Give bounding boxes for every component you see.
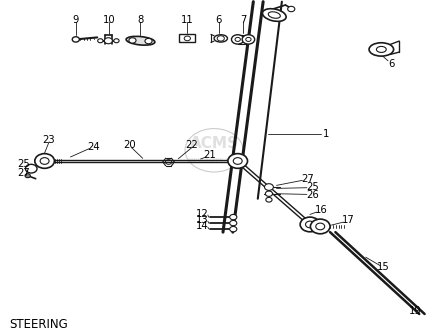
Text: ACMS: ACMS [190, 136, 239, 151]
Ellipse shape [262, 9, 286, 21]
Text: 16: 16 [315, 205, 327, 215]
Text: 21: 21 [203, 150, 216, 160]
Circle shape [300, 217, 320, 232]
Text: 14: 14 [196, 221, 209, 231]
Text: 25: 25 [306, 182, 318, 192]
Circle shape [129, 38, 136, 43]
Text: 7: 7 [240, 15, 246, 25]
Bar [179, 34, 195, 42]
Ellipse shape [126, 36, 155, 45]
Text: 12: 12 [196, 209, 209, 219]
Circle shape [230, 220, 237, 226]
Circle shape [264, 184, 273, 190]
Text: 17: 17 [342, 215, 354, 225]
Circle shape [98, 39, 103, 43]
Text: 23: 23 [43, 135, 55, 145]
Ellipse shape [369, 43, 393, 56]
Circle shape [231, 35, 244, 44]
Text: STEERING: STEERING [9, 318, 68, 331]
Circle shape [25, 164, 37, 173]
Text: 20: 20 [123, 140, 136, 150]
Text: 25: 25 [17, 159, 29, 169]
Circle shape [230, 214, 237, 220]
Circle shape [104, 38, 112, 44]
Circle shape [145, 38, 152, 44]
Text: 9: 9 [73, 15, 79, 25]
Circle shape [35, 154, 54, 168]
Text: 8: 8 [137, 15, 144, 25]
Circle shape [25, 174, 30, 178]
Circle shape [266, 197, 272, 202]
Circle shape [228, 154, 248, 168]
Circle shape [72, 37, 79, 42]
Circle shape [310, 219, 330, 234]
Text: 24: 24 [87, 142, 100, 152]
Text: 1: 1 [322, 129, 329, 139]
Text: 27: 27 [17, 168, 29, 178]
Circle shape [265, 191, 273, 196]
Text: 6: 6 [215, 15, 222, 25]
Text: 22: 22 [186, 140, 198, 150]
Circle shape [288, 6, 295, 12]
Text: www.acms.com: www.acms.com [187, 157, 241, 163]
Text: 13: 13 [196, 215, 209, 225]
Text: 26: 26 [306, 190, 318, 200]
Text: 27: 27 [301, 174, 314, 184]
Text: 6: 6 [388, 59, 395, 69]
Text: 11: 11 [181, 15, 194, 25]
Text: 19: 19 [409, 306, 421, 316]
Ellipse shape [214, 35, 227, 42]
Text: 10: 10 [103, 15, 115, 25]
Circle shape [230, 226, 237, 232]
Circle shape [114, 39, 119, 43]
Text: 15: 15 [377, 262, 390, 272]
Circle shape [242, 35, 255, 44]
